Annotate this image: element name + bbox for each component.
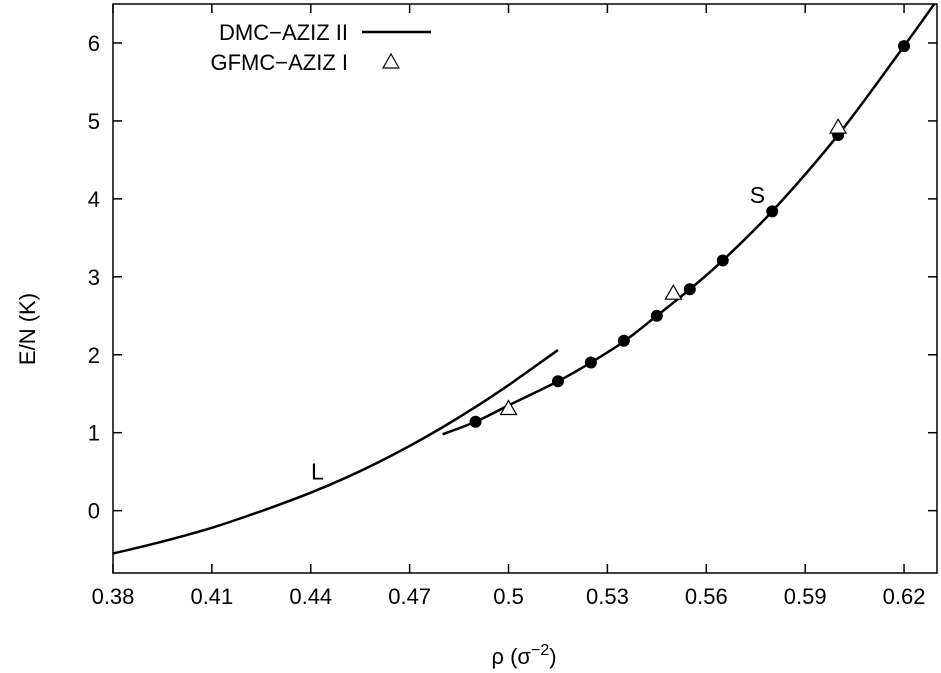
- data-point-dot: [717, 254, 729, 266]
- data-point-dot: [552, 375, 564, 387]
- data-point-dot: [470, 416, 482, 428]
- x-tick-label: 0.53: [586, 584, 629, 609]
- data-point-dot: [651, 310, 663, 322]
- legend-label-dmc: DMC−AZIZ II: [219, 20, 348, 45]
- legend-label-gfmc: GFMC−AZIZ I: [211, 50, 349, 75]
- data-point-triangle: [665, 285, 681, 299]
- x-tick-label: 0.47: [388, 584, 431, 609]
- x-axis-label: ρ (σ−2): [491, 642, 556, 669]
- legend-swatch-triangle: [383, 54, 399, 68]
- y-tick-label: 4: [88, 187, 100, 212]
- data-point-dot: [766, 205, 778, 217]
- x-axis-label-sup: −2: [531, 642, 549, 659]
- x-tick-label: 0.41: [190, 584, 233, 609]
- annotation-S: S: [750, 182, 765, 208]
- x-tick-label: 0.59: [784, 584, 827, 609]
- x-tick-label: 0.44: [289, 584, 332, 609]
- y-axis-label: E/N (K): [15, 293, 40, 365]
- data-point-dot: [618, 335, 630, 347]
- legend: DMC−AZIZ II GFMC−AZIZ I: [211, 20, 432, 75]
- annotation-L: L: [311, 458, 324, 484]
- series-line-solid: [443, 0, 937, 434]
- x-tick-label: 0.62: [883, 584, 926, 609]
- x-tick-label: 0.38: [92, 584, 135, 609]
- y-tick-label: 1: [88, 421, 100, 446]
- y-tick-label: 0: [88, 499, 100, 524]
- data-point-dot: [898, 40, 910, 52]
- axes: 0.38 0.41 0.44 0.47 0.5 0.53 0.56 0.59 0.62 0 1 2 3 4…: [88, 4, 937, 609]
- data-point-dot: [684, 283, 696, 295]
- x-tick-label: 0.5: [493, 584, 524, 609]
- y-tick-label: 6: [88, 31, 100, 56]
- y-tick-label: 2: [88, 343, 100, 368]
- x-axis-label-main: ρ (σ: [491, 644, 531, 669]
- plot-series-group: [113, 0, 937, 553]
- x-tick-label: 0.56: [685, 584, 728, 609]
- plot-area: LS: [113, 0, 937, 553]
- y-tick-label: 5: [88, 109, 100, 134]
- series-line-liquid: [113, 350, 558, 553]
- x-axis-label-close: ): [549, 644, 556, 669]
- y-tick-label: 3: [88, 265, 100, 290]
- plot-frame: [113, 4, 937, 573]
- data-point-dot: [585, 357, 597, 369]
